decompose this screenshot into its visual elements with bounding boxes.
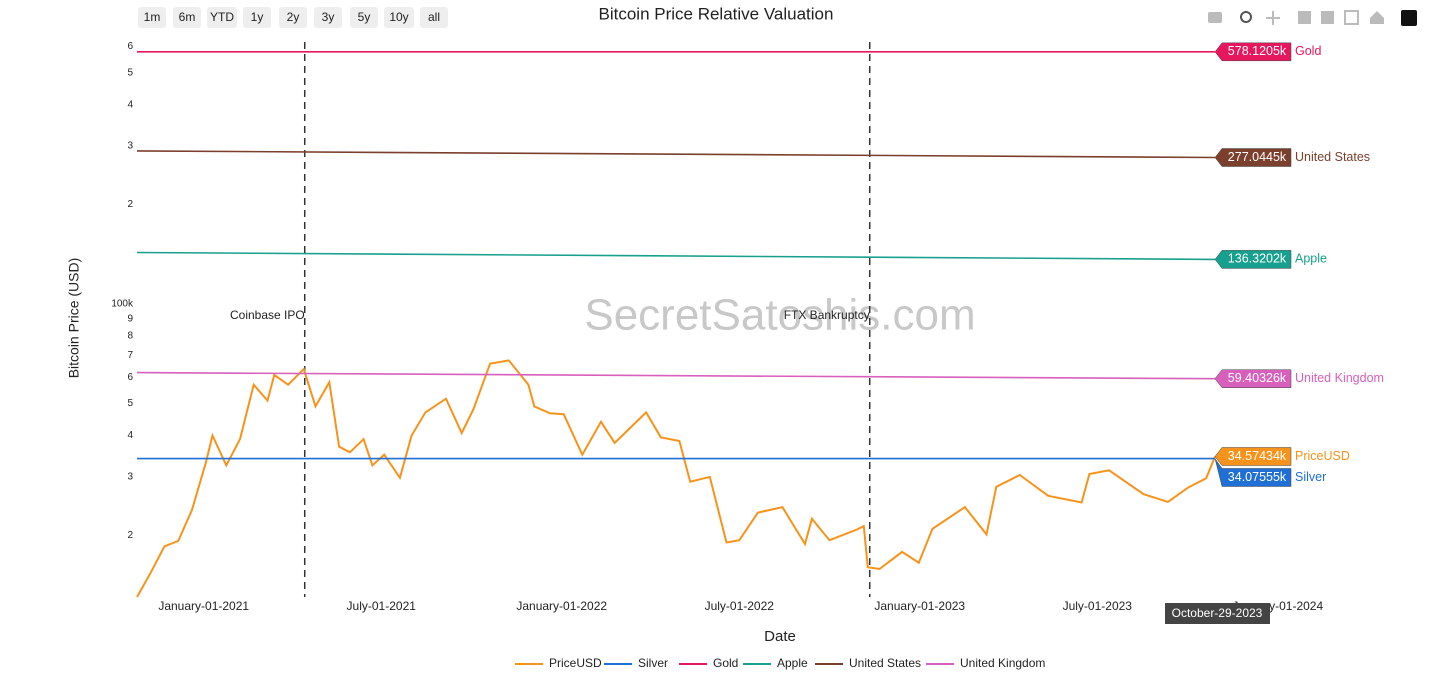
y-tick-label: 7 [127,350,133,361]
hover-label: October-29-2023 [1172,606,1263,620]
x-tick-label: January-01-2021 [158,599,249,613]
y-tick-label: 8 [127,331,133,342]
range-button-label[interactable]: 10y [389,10,408,24]
end-label-box [1214,458,1292,487]
zoom-icon[interactable] [1240,11,1252,23]
range-button-label[interactable]: 3y [322,10,335,24]
end-label-value: 578.1205k [1228,44,1287,58]
series-line [136,371,1216,380]
event-label: Coinbase IPO [230,308,305,322]
event-label: FTX Bankruptcy [784,308,870,322]
range-button[interactable] [384,7,414,28]
end-label-name: Apple [1295,252,1327,266]
end-label-value: 59.40326k [1228,371,1287,385]
y-tick-label: 4 [127,99,133,110]
y-tick-label: 5 [127,398,133,409]
y-tick-label: 5 [127,67,133,78]
end-label-box [1214,369,1292,388]
end-label-name: PriceUSD [1295,449,1350,463]
x-tick-label: July-01-2021 [347,599,417,613]
home-icon[interactable] [1370,11,1384,24]
range-button[interactable] [207,7,237,28]
range-button[interactable] [173,7,201,28]
end-label-box [1214,148,1292,167]
end-label-value: 277.0445k [1228,150,1287,164]
range-button[interactable] [420,7,448,28]
x-tick-label: January-01-2023 [874,599,965,613]
x-axis-title: Date [764,628,796,645]
range-button-label[interactable]: 1m [144,10,161,24]
y-tick-label: 100k [111,299,134,310]
range-button[interactable] [350,7,378,28]
end-label-name: Silver [1295,470,1326,484]
series-line [136,251,1216,261]
end-label-box [1214,250,1292,269]
series-line [136,150,1216,159]
watermark: SecretSatoshis.com [584,291,975,340]
y-tick-label: 6 [127,41,133,52]
range-button-label[interactable]: 2y [287,10,300,24]
y-tick-label: 6 [127,372,133,383]
camera-icon[interactable] [1208,12,1222,23]
y-tick-label: 2 [127,199,133,210]
end-label-value: 136.3202k [1228,252,1287,266]
zoom-out-icon[interactable] [1321,11,1334,24]
chart-title: Bitcoin Price Relative Valuation [599,4,834,23]
range-button[interactable] [138,7,166,28]
range-button[interactable] [279,7,307,28]
legend-label: United States [849,656,921,670]
range-button-label[interactable]: 6m [179,10,196,24]
y-axis-title: Bitcoin Price (USD) [66,258,82,379]
end-label-box [1214,447,1292,466]
end-label-value: 34.07555k [1228,470,1287,484]
x-tick-label: January-01-2022 [516,599,607,613]
zoom-in-icon[interactable] [1298,11,1311,24]
y-tick-label: 2 [127,530,133,541]
range-button-label[interactable]: all [428,10,440,24]
range-button-label[interactable]: YTD [210,10,234,24]
end-label-name: United Kingdom [1295,371,1384,385]
pan-icon[interactable] [1266,11,1280,25]
modebar [1208,10,1417,26]
y-tick-label: 4 [127,430,133,441]
legend-label: Silver [638,656,668,670]
end-label-value: 34.57434k [1228,449,1287,463]
end-label-name: Gold [1295,44,1321,58]
x-tick-label: July-01-2023 [1063,599,1133,613]
range-button-label[interactable]: 1y [251,10,264,24]
y-tick-label: 9 [127,314,133,325]
x-tick-label: July-01-2022 [705,599,775,613]
autoscale-icon[interactable] [1344,10,1359,25]
end-label-name: United States [1295,150,1370,164]
plotly-logo[interactable] [1401,10,1417,26]
series-line [136,359,1216,598]
range-button-label[interactable]: 5y [358,10,371,24]
range-button[interactable] [243,7,271,28]
legend-label: United Kingdom [960,656,1045,670]
end-label-box [1214,42,1292,62]
y-tick-label: 3 [127,141,133,152]
y-tick-label: 3 [127,472,133,483]
legend-label: Apple [777,656,808,670]
legend-label: Gold [713,656,738,670]
legend-label: PriceUSD [549,656,602,670]
range-button[interactable] [314,7,342,28]
hover-box [1165,603,1270,624]
